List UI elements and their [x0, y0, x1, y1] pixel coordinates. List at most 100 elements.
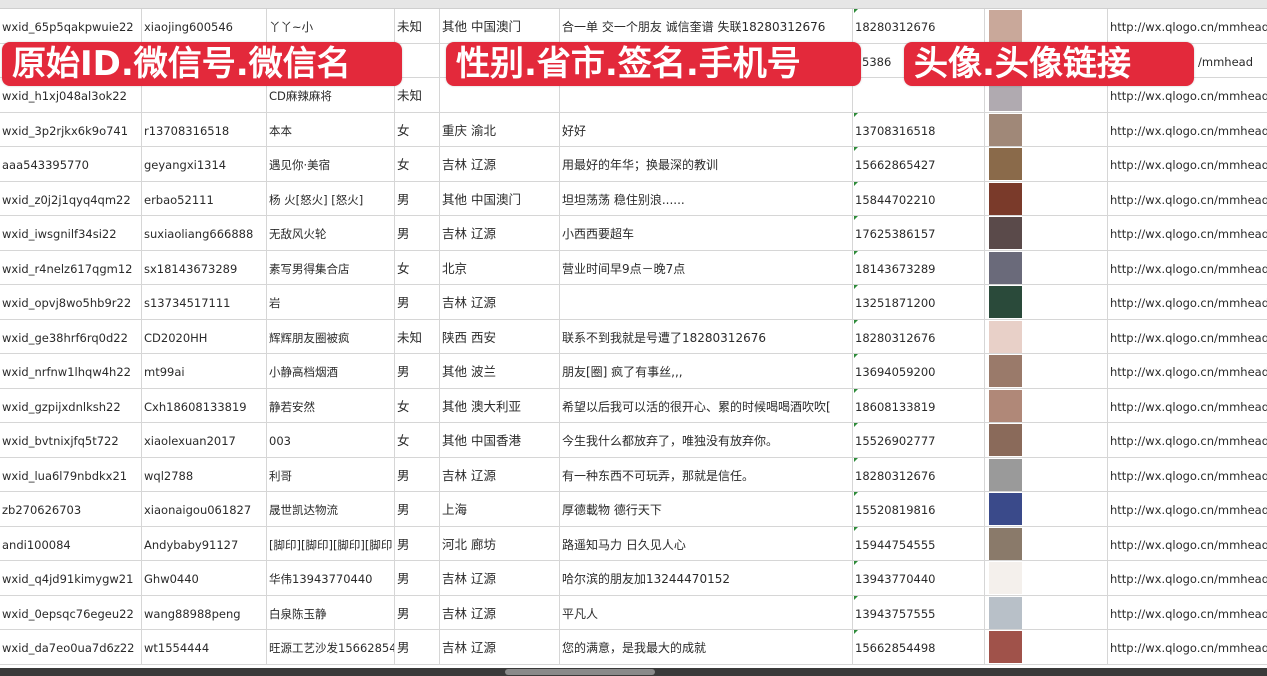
original-id-cell[interactable]: andi100084 — [0, 526, 142, 561]
gender-cell[interactable]: 男 — [395, 526, 440, 561]
original-id-cell[interactable]: wxid_nrfnw1lhqw4h22 — [0, 354, 142, 388]
original-id-cell[interactable]: wxid_q4jd91kimygw21 — [0, 561, 142, 595]
region-cell[interactable]: 吉林 辽源 — [440, 630, 560, 664]
phone-cell[interactable]: 18280312676 — [853, 9, 985, 43]
region-cell[interactable]: 吉林 辽源 — [440, 457, 560, 492]
phone-cell[interactable]: 17625386157 — [853, 216, 985, 250]
nickname-cell[interactable]: 无敌风火轮 — [267, 216, 395, 250]
signature-cell[interactable]: 您的满意，是我最大的成就 — [560, 630, 853, 664]
original-id-cell[interactable]: zb270626703 — [0, 492, 142, 526]
wechat-id-cell[interactable]: erbao52111 — [142, 181, 267, 216]
phone-cell[interactable]: 18143673289 — [853, 250, 985, 285]
nickname-cell[interactable]: 杨 火[怒火] [怒火] — [267, 181, 395, 216]
avatar-cell[interactable] — [985, 595, 1108, 630]
original-id-cell[interactable]: wxid_3p2rjkx6k9o741 — [0, 112, 142, 147]
signature-cell[interactable]: 希望以后我可以活的很开心、累的时候喝喝酒吹吹[ — [560, 388, 853, 423]
phone-cell[interactable]: 13943757555 — [853, 595, 985, 630]
nickname-cell[interactable]: 静若安然 — [267, 388, 395, 423]
avatar-link-cell[interactable]: http://wx.qlogo.cn/mmhead — [1110, 330, 1267, 345]
gender-cell[interactable]: 男 — [395, 181, 440, 216]
avatar-cell[interactable] — [985, 423, 1108, 457]
wechat-id-cell[interactable]: mt99ai — [142, 354, 267, 388]
wechat-id-cell[interactable]: sx18143673289 — [142, 250, 267, 285]
region-cell[interactable]: 上海 — [440, 492, 560, 526]
original-id-cell[interactable]: wxid_iwsgnilf34si22 — [0, 216, 142, 250]
wechat-id-cell[interactable]: CD2020HH — [142, 319, 267, 354]
wechat-id-cell[interactable]: wt1554444 — [142, 630, 267, 664]
avatar-cell[interactable] — [985, 112, 1108, 147]
region-cell[interactable]: 其他 澳大利亚 — [440, 388, 560, 423]
signature-cell[interactable]: 有一种东西不可玩弄，那就是信任。 — [560, 457, 853, 492]
phone-cell[interactable]: 18280312676 — [853, 319, 985, 354]
phone-cell[interactable]: 13708316518 — [853, 112, 985, 147]
avatar-link-cell[interactable]: http://wx.qlogo.cn/mmhead — [1110, 227, 1267, 241]
wechat-id-cell[interactable]: wang88988peng — [142, 595, 267, 630]
avatar-cell[interactable] — [985, 250, 1108, 285]
avatar-link-cell[interactable]: http://wx.qlogo.cn/mmhead — [1110, 606, 1267, 621]
wechat-id-cell[interactable] — [142, 78, 267, 112]
nickname-cell[interactable]: 岩 — [267, 285, 395, 319]
wechat-id-cell[interactable]: xiaonaigou061827 — [142, 492, 267, 526]
signature-cell[interactable]: 厚德載物 德行天下 — [560, 492, 853, 526]
original-id-cell[interactable]: wxid_h1xj048al3ok22 — [0, 78, 142, 112]
phone-cell[interactable]: 15662865427 — [853, 147, 985, 181]
avatar-cell[interactable] — [985, 630, 1108, 664]
signature-cell[interactable]: 联系不到我就是号遭了18280312676 — [560, 319, 853, 354]
wechat-id-cell[interactable]: xiaolexuan2017 — [142, 423, 267, 457]
gender-cell[interactable]: 女 — [395, 250, 440, 285]
avatar-cell[interactable] — [985, 561, 1108, 595]
region-cell[interactable]: 陕西 西安 — [440, 319, 560, 354]
signature-cell[interactable]: 坦坦荡荡 稳住别浪...... — [560, 181, 853, 216]
gender-cell[interactable] — [395, 43, 440, 78]
original-id-cell[interactable]: wxid_0epsqc76egeu22 — [0, 595, 142, 630]
region-cell[interactable]: 其他 中国香港 — [440, 423, 560, 457]
avatar-cell[interactable] — [985, 388, 1108, 423]
avatar-cell[interactable] — [985, 216, 1108, 250]
avatar-cell[interactable] — [985, 354, 1108, 388]
nickname-cell[interactable]: CD麻辣麻将 — [267, 78, 395, 112]
phone-cell[interactable]: 15520819816 — [853, 492, 985, 526]
region-cell[interactable]: 吉林 辽源 — [440, 285, 560, 319]
signature-cell[interactable]: 朋友[圈] 疯了有事丝,,, — [560, 354, 853, 388]
avatar-link-cell[interactable]: http://wx.qlogo.cn/mmhead — [1110, 537, 1267, 552]
avatar-cell[interactable] — [985, 285, 1108, 319]
nickname-cell[interactable]: 003 — [267, 423, 395, 457]
wechat-id-cell[interactable]: r13708316518 — [142, 112, 267, 147]
avatar-cell[interactable] — [985, 147, 1108, 181]
avatar-cell[interactable] — [985, 457, 1108, 492]
phone-cell[interactable]: 13694059200 — [853, 354, 985, 388]
phone-cell[interactable]: 15662854498 — [853, 630, 985, 664]
region-cell[interactable]: 北京 — [440, 250, 560, 285]
avatar-cell[interactable] — [985, 526, 1108, 561]
nickname-cell[interactable]: 辉辉朋友圈被疯 — [267, 319, 395, 354]
gender-cell[interactable]: 女 — [395, 112, 440, 147]
wechat-id-cell[interactable]: xiaojing600546 — [142, 9, 267, 43]
wechat-id-cell[interactable]: Ghw0440 — [142, 561, 267, 595]
signature-cell[interactable]: 营业时间早9点－晚7点 — [560, 250, 853, 285]
gender-cell[interactable]: 男 — [395, 595, 440, 630]
gender-cell[interactable]: 男 — [395, 630, 440, 664]
nickname-cell[interactable]: 丫丫~小 — [267, 9, 395, 43]
signature-cell[interactable] — [560, 78, 853, 112]
avatar-link-cell[interactable]: http://wx.qlogo.cn/mmhead — [1110, 503, 1267, 517]
region-cell[interactable]: 河北 廊坊 — [440, 526, 560, 561]
wechat-id-cell[interactable]: geyangxi1314 — [142, 147, 267, 181]
signature-cell[interactable]: 平凡人 — [560, 595, 853, 630]
wechat-id-cell[interactable]: Cxh18608133819 — [142, 388, 267, 423]
region-cell[interactable]: 吉林 辽源 — [440, 216, 560, 250]
horizontal-scrollbar[interactable] — [505, 669, 655, 675]
avatar-link-cell[interactable]: /mmhead — [1198, 54, 1253, 69]
nickname-cell[interactable]: 素写男得集合店 — [267, 250, 395, 285]
original-id-cell[interactable]: wxid_opvj8wo5hb9r22 — [0, 285, 142, 319]
wechat-id-cell[interactable]: wql2788 — [142, 457, 267, 492]
region-cell[interactable]: 其他 中国澳门 — [440, 181, 560, 216]
nickname-cell[interactable]: 旺源工艺沙发15662854 — [267, 630, 395, 664]
gender-cell[interactable]: 男 — [395, 457, 440, 492]
original-id-cell[interactable]: wxid_ge38hrf6rq0d22 — [0, 319, 142, 354]
nickname-cell[interactable]: 遇见你·美宿 — [267, 147, 395, 181]
region-cell[interactable]: 重庆 渝北 — [440, 112, 560, 147]
gender-cell[interactable]: 男 — [395, 492, 440, 526]
avatar-link-cell[interactable]: http://wx.qlogo.cn/mmhead — [1110, 572, 1267, 586]
avatar-link-cell[interactable]: http://wx.qlogo.cn/mmhead — [1110, 434, 1267, 448]
gender-cell[interactable]: 男 — [395, 285, 440, 319]
